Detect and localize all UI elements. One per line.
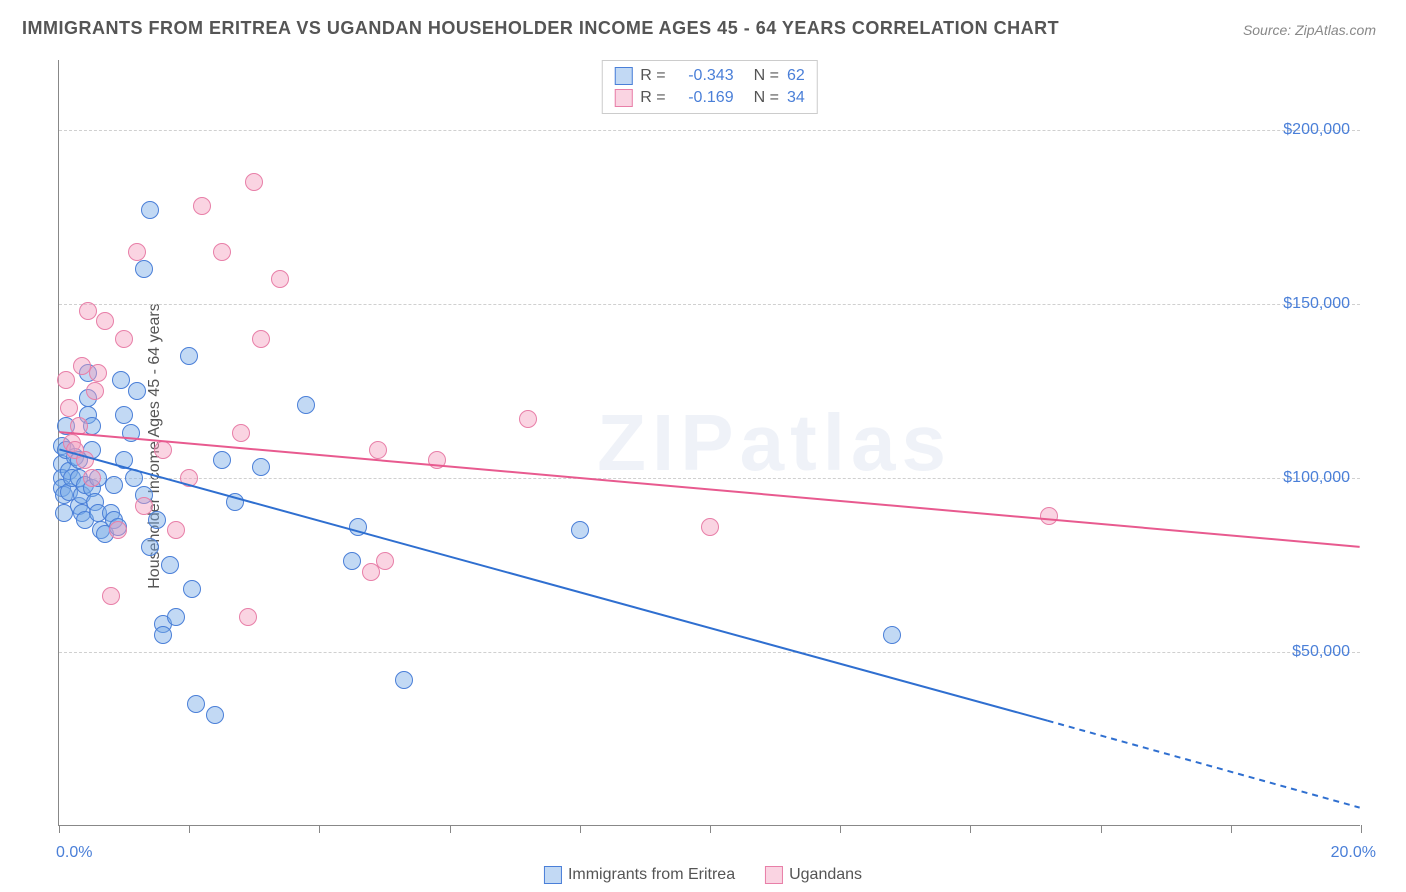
data-point	[297, 396, 315, 414]
data-point	[226, 493, 244, 511]
data-point	[519, 410, 537, 428]
gridline-h	[59, 304, 1360, 305]
data-point	[183, 580, 201, 598]
data-point	[180, 347, 198, 365]
data-point	[193, 197, 211, 215]
data-point	[167, 521, 185, 539]
data-point	[109, 521, 127, 539]
data-point	[154, 441, 172, 459]
x-axis-max-label: 20.0%	[1331, 844, 1376, 862]
data-point	[112, 371, 130, 389]
data-point	[428, 451, 446, 469]
data-point	[105, 476, 123, 494]
data-point	[883, 626, 901, 644]
data-point	[148, 511, 166, 529]
data-point	[376, 552, 394, 570]
data-point	[141, 201, 159, 219]
data-point	[83, 469, 101, 487]
data-point	[180, 469, 198, 487]
data-point	[245, 173, 263, 191]
x-axis-min-label: 0.0%	[56, 844, 92, 862]
data-point	[96, 312, 114, 330]
data-point	[161, 556, 179, 574]
data-point	[239, 608, 257, 626]
legend-n-label: N =	[754, 67, 779, 85]
data-point	[76, 451, 94, 469]
data-point	[141, 538, 159, 556]
x-tick	[710, 825, 711, 833]
x-tick	[450, 825, 451, 833]
data-point	[206, 706, 224, 724]
data-point	[102, 587, 120, 605]
data-point	[70, 417, 88, 435]
data-point	[271, 270, 289, 288]
data-point	[252, 458, 270, 476]
source-attribution: Source: ZipAtlas.com	[1243, 22, 1376, 38]
data-point	[135, 497, 153, 515]
data-point	[86, 382, 104, 400]
x-tick	[1231, 825, 1232, 833]
legend-n-value: 34	[787, 89, 805, 107]
series-legend-label: Immigrants from Eritrea	[568, 866, 735, 884]
legend-r-label: R =	[640, 89, 665, 107]
data-point	[79, 302, 97, 320]
data-point	[125, 469, 143, 487]
data-point	[57, 371, 75, 389]
legend-r-value: -0.343	[674, 67, 734, 85]
x-tick	[580, 825, 581, 833]
x-tick	[1361, 825, 1362, 833]
data-point	[1040, 507, 1058, 525]
legend-swatch	[765, 866, 783, 884]
data-point	[154, 626, 172, 644]
data-point	[571, 521, 589, 539]
data-point	[232, 424, 250, 442]
data-point	[343, 552, 361, 570]
gridline-h	[59, 652, 1360, 653]
legend-swatch	[544, 866, 562, 884]
series-legend-item: Ugandans	[765, 866, 862, 884]
legend-n-value: 62	[787, 67, 805, 85]
data-point	[187, 695, 205, 713]
data-point	[213, 243, 231, 261]
legend-swatch	[614, 89, 632, 107]
data-point	[73, 357, 91, 375]
series-legend-label: Ugandans	[789, 866, 862, 884]
x-tick	[970, 825, 971, 833]
data-point	[115, 406, 133, 424]
data-point	[395, 671, 413, 689]
series-legend-item: Immigrants from Eritrea	[544, 866, 735, 884]
gridline-h	[59, 130, 1360, 131]
data-point	[89, 364, 107, 382]
data-point	[213, 451, 231, 469]
legend-r-label: R =	[640, 67, 665, 85]
data-point	[135, 260, 153, 278]
x-tick	[59, 825, 60, 833]
x-tick	[840, 825, 841, 833]
x-tick	[189, 825, 190, 833]
data-point	[128, 243, 146, 261]
legend-r-value: -0.169	[674, 89, 734, 107]
series-legend: Immigrants from Eritrea Ugandans	[544, 866, 862, 884]
x-tick	[1101, 825, 1102, 833]
data-point	[115, 330, 133, 348]
x-tick	[319, 825, 320, 833]
watermark: ZIPatlas	[597, 397, 952, 489]
data-point	[167, 608, 185, 626]
legend-row: R = -0.169 N = 34	[614, 87, 804, 109]
data-point	[369, 441, 387, 459]
legend-row: R = -0.343 N = 62	[614, 65, 804, 87]
legend-n-label: N =	[754, 89, 779, 107]
data-point	[60, 399, 78, 417]
data-point	[122, 424, 140, 442]
data-point	[349, 518, 367, 536]
data-point	[115, 451, 133, 469]
data-point	[252, 330, 270, 348]
gridline-h	[59, 478, 1360, 479]
data-point	[701, 518, 719, 536]
chart-title: IMMIGRANTS FROM ERITREA VS UGANDAN HOUSE…	[22, 18, 1059, 39]
legend-swatch	[614, 67, 632, 85]
correlation-legend: R = -0.343 N = 62 R = -0.169 N = 34	[601, 60, 817, 114]
data-point	[128, 382, 146, 400]
plot-area: ZIPatlas R =-0.343N =62R =-0.169N =34 $5…	[58, 60, 1360, 826]
